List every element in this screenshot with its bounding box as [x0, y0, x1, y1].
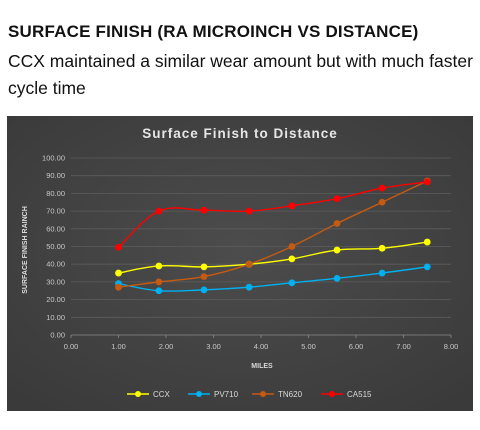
data-point: [115, 243, 122, 251]
data-point: [288, 255, 296, 263]
legend-label: CCX: [153, 390, 171, 399]
data-point: [200, 206, 208, 214]
legend-marker: [329, 391, 335, 397]
y-tick-label: 20.00: [46, 295, 65, 304]
y-tick-label: 30.00: [46, 277, 65, 286]
y-tick-label: 80.00: [46, 189, 65, 198]
data-point: [423, 238, 431, 246]
data-point: [378, 198, 386, 206]
data-point: [200, 263, 208, 271]
legend-item-ccx: CCX: [127, 390, 171, 399]
data-point: [115, 283, 122, 291]
data-point: [378, 184, 386, 192]
y-tick-label: 0.00: [50, 331, 65, 340]
data-point: [200, 286, 208, 294]
y-tick-label: 60.00: [46, 224, 65, 233]
x-tick-label: 6.00: [349, 342, 364, 351]
chart-legend: CCX PV710 TN620 CA515: [127, 390, 372, 399]
series-ccx: [115, 238, 431, 277]
data-point: [423, 263, 431, 271]
data-series: [115, 177, 431, 295]
data-point: [155, 278, 163, 286]
y-tick-label: 100.00: [42, 154, 65, 163]
y-tick-label: 40.00: [46, 260, 65, 269]
data-point: [288, 243, 296, 250]
page-subheading: CCX maintained a similar wear amount but…: [8, 51, 473, 98]
data-point: [155, 207, 163, 215]
legend-marker: [135, 391, 141, 397]
series-line: [118, 266, 428, 292]
data-point: [155, 287, 163, 295]
legend-label: CA515: [347, 390, 372, 399]
x-axis-ticks: 0.00 1.00 2.00 3.00 4.00 5.00 6.00 7.00 8.00: [64, 335, 459, 351]
line-chart: Surface Finish to Distance 0.00 10.00 20.0…: [7, 116, 473, 411]
x-tick-label: 3.00: [206, 342, 221, 351]
data-point: [200, 273, 208, 280]
series-line: [118, 241, 428, 274]
series-line: [118, 180, 428, 288]
legend-label: PV710: [214, 390, 239, 399]
x-tick-label: 0.00: [64, 342, 79, 351]
data-point: [378, 244, 386, 252]
x-tick-label: 5.00: [301, 342, 316, 351]
data-point: [288, 279, 296, 287]
x-tick-label: 2.00: [159, 342, 174, 351]
legend-item-ca515: CA515: [321, 390, 372, 399]
legend-label: TN620: [278, 390, 303, 399]
y-tick-label: 70.00: [46, 207, 65, 216]
series-pv710: [115, 263, 431, 295]
x-tick-label: 1.00: [111, 342, 126, 351]
page-heading: SURFACE FINISH (RA MICROINCH VS DISTANCE…: [8, 22, 419, 41]
data-point: [333, 220, 341, 227]
x-tick-label: 4.00: [254, 342, 269, 351]
data-point: [245, 283, 253, 291]
series-ca515: [115, 178, 431, 251]
y-tick-label: 10.00: [46, 313, 65, 322]
data-point: [245, 207, 253, 215]
data-point: [245, 260, 253, 268]
chart-title: Surface Finish to Distance: [142, 126, 338, 141]
chart-panel: Surface Finish to Distance 0.00 10.00 20.0…: [7, 116, 473, 411]
grid-lines: [71, 157, 451, 336]
data-point: [333, 246, 341, 254]
x-axis-label: MILES: [251, 363, 273, 370]
data-point: [333, 195, 341, 203]
y-tick-label: 50.00: [46, 242, 65, 251]
legend-marker: [196, 391, 202, 397]
data-point: [288, 202, 296, 210]
legend-item-tn620: TN620: [252, 390, 303, 399]
legend-item-pv710: PV710: [188, 390, 239, 399]
y-axis-label: SURFACE FINISH RAINCH: [22, 206, 29, 294]
data-point: [333, 274, 341, 282]
legend-marker: [260, 391, 266, 397]
data-point: [155, 262, 163, 270]
data-point: [423, 178, 431, 186]
chart-background: [7, 116, 473, 411]
x-tick-label: 7.00: [396, 342, 411, 351]
data-point: [378, 269, 386, 277]
series-line: [118, 181, 428, 248]
y-tick-label: 90.00: [46, 171, 65, 180]
x-tick-label: 8.00: [444, 342, 459, 351]
data-point: [115, 269, 122, 277]
y-axis-ticks: 0.00 10.00 20.00 30.00 40.00 50.00 60.00 70.00 8…: [42, 154, 65, 340]
